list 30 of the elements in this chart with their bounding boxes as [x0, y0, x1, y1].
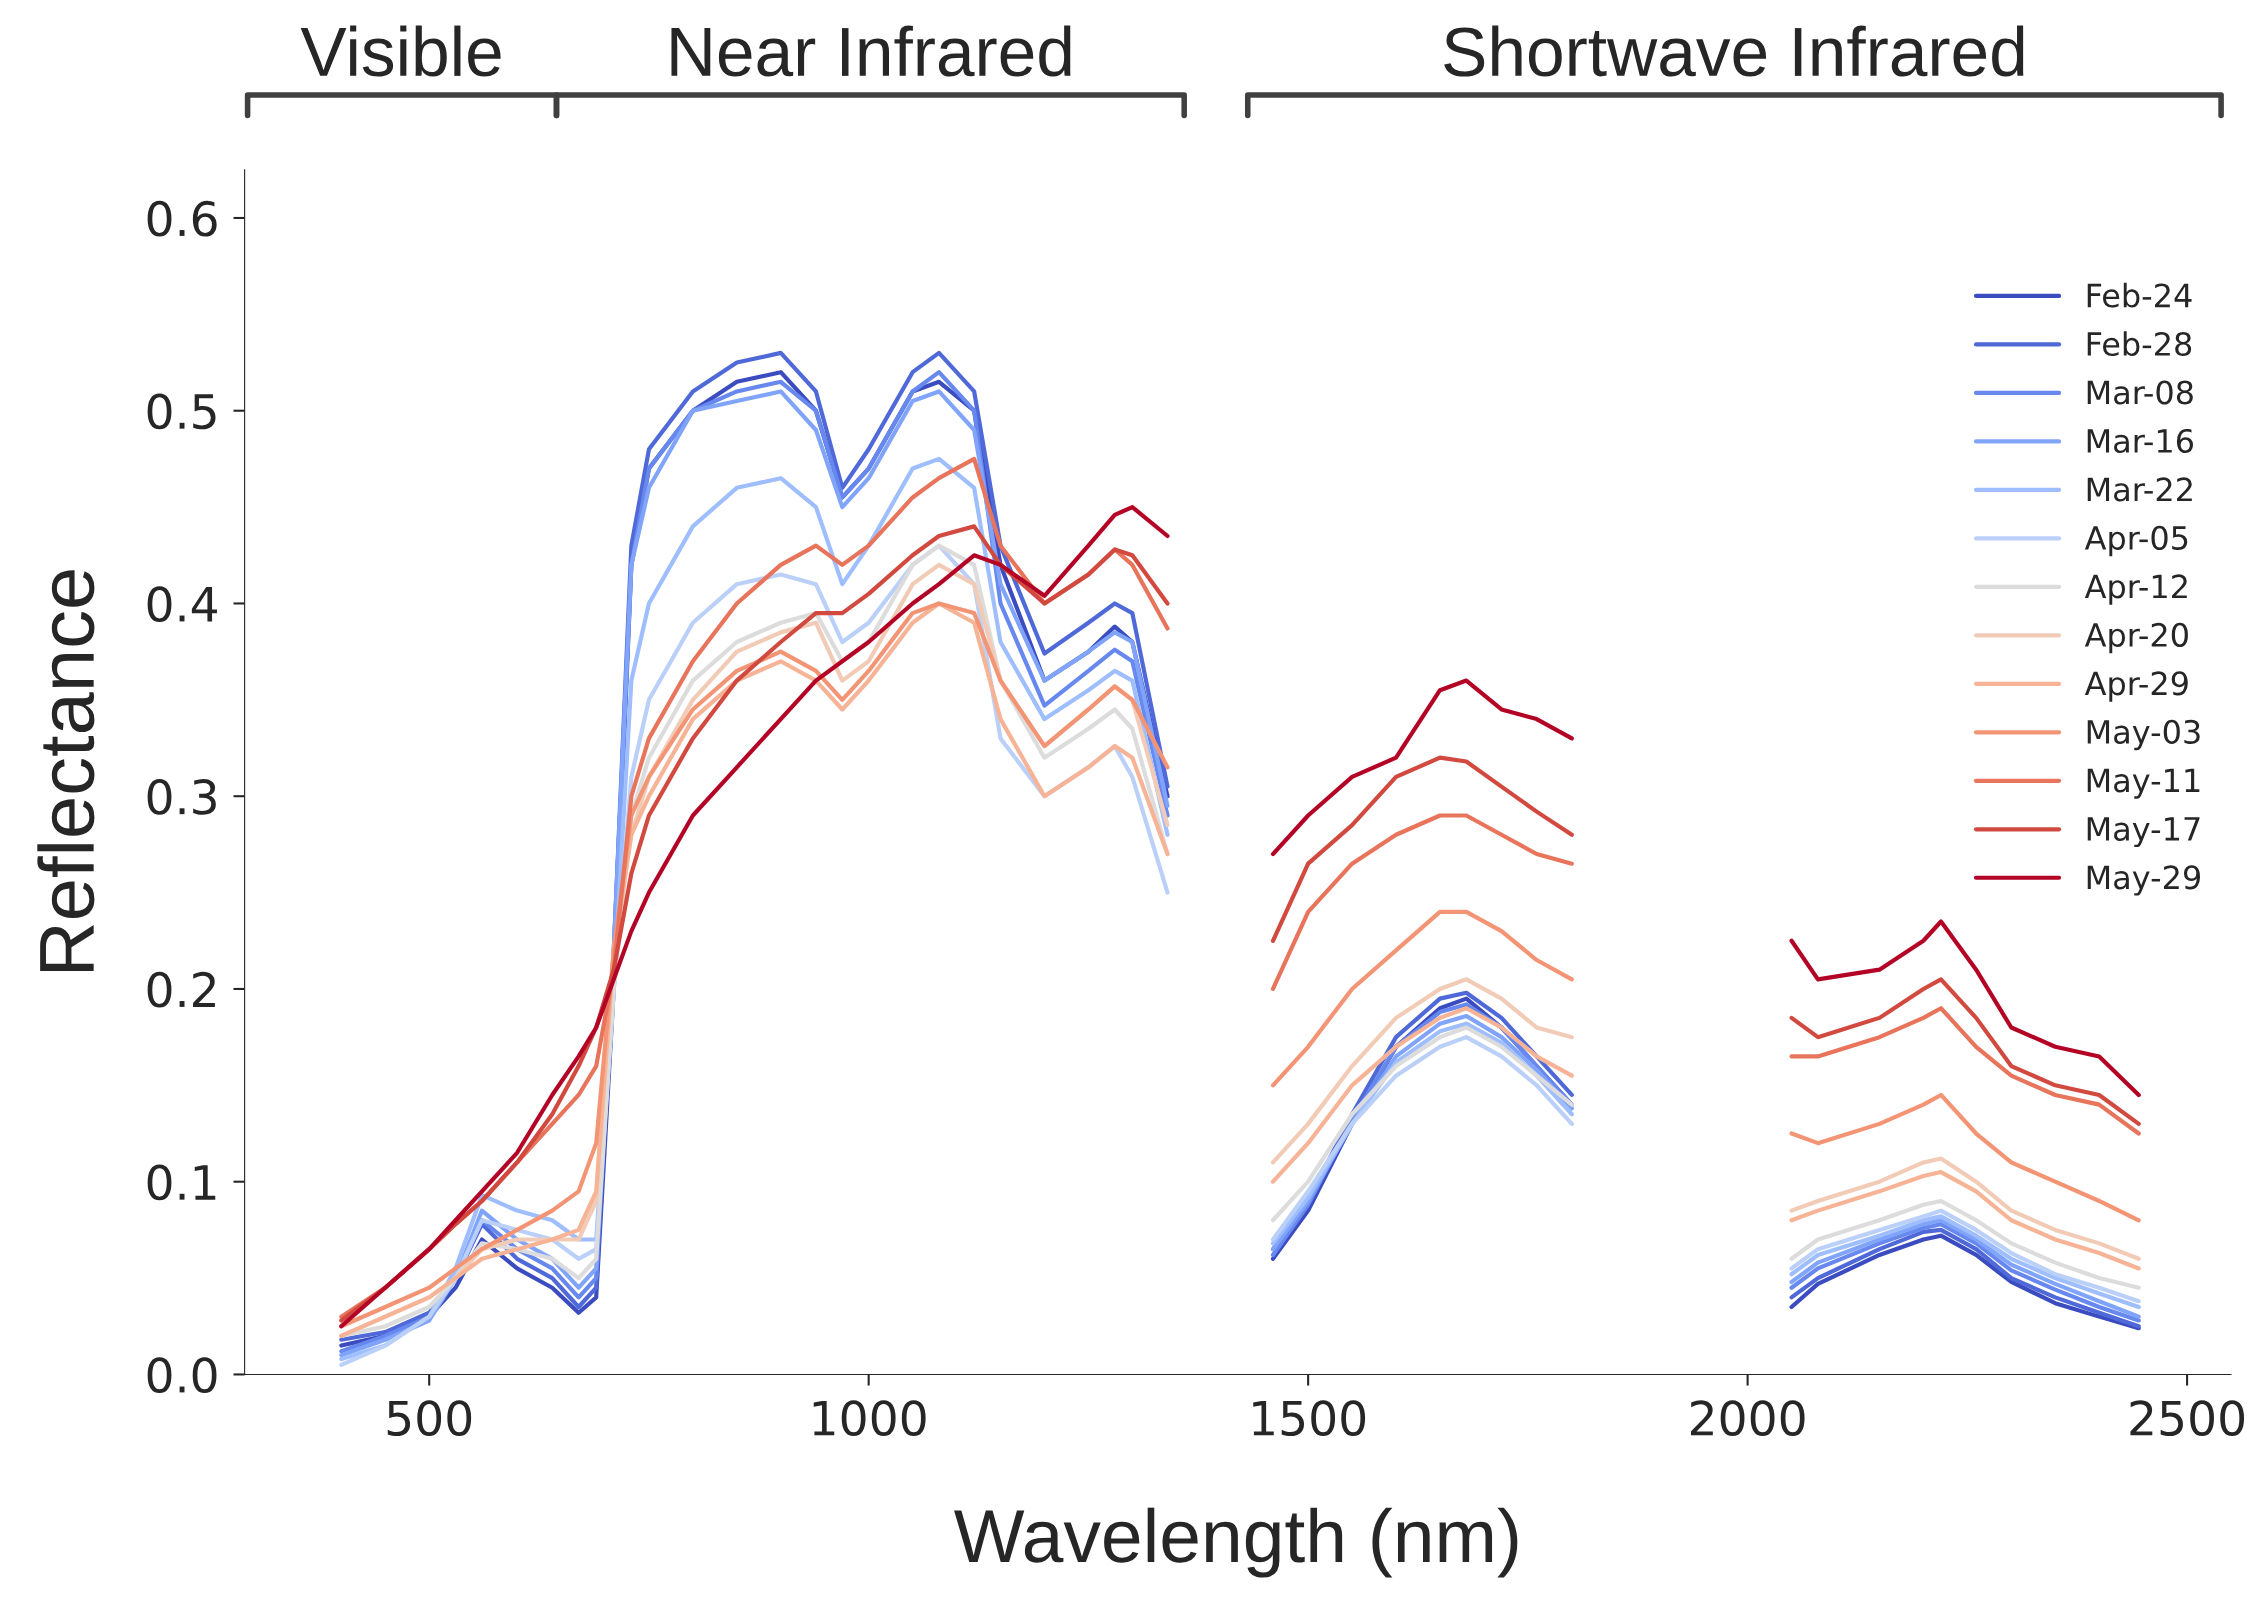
- text: Visible: [300, 25, 501, 77]
- x-tick-label: 2500: [2130, 1400, 2245, 1436]
- legend-label: Apr-05: [2084, 525, 2188, 557]
- legend-label: Feb-28: [2087, 331, 2192, 357]
- x-tick-label: 1500: [1253, 1400, 1366, 1436]
- x-tick-label: 1000: [813, 1400, 926, 1436]
- y-tick-label: 0.2: [147, 971, 215, 1008]
- x-axis-title: Wavelength (nm): [954, 1507, 1518, 1578]
- text: Near Infrared: [671, 25, 1071, 77]
- legend-label: Apr-29: [2084, 671, 2188, 702]
- y-tick-label: 0.5: [147, 393, 216, 430]
- legend-label: May-29: [2087, 865, 2201, 896]
- y-axis-title: Reflectance: [37, 570, 95, 972]
- legend-label: May-03: [2087, 719, 2200, 751]
- y-tick-label: 0.6: [147, 200, 217, 237]
- y-tick-label: 0.4: [147, 586, 217, 623]
- y-tick-label: 0.1: [147, 1164, 216, 1201]
- legend-label: Feb-24: [2087, 282, 2192, 308]
- legend-label: Apr-20: [2084, 622, 2188, 654]
- legend-label: Mar-16: [2087, 428, 2194, 454]
- legend-label: Apr-12: [2084, 574, 2187, 605]
- legend-label: May-11: [2087, 768, 2200, 799]
- y-tick-label: 0.0: [147, 1357, 217, 1394]
- x-tick-label: 500: [387, 1400, 472, 1436]
- legend-label: Mar-22: [2087, 477, 2192, 502]
- text: Shortwave Infrared: [1444, 25, 2024, 77]
- legend-label: Mar-08: [2087, 380, 2193, 405]
- y-tick-label: 0.3: [147, 779, 216, 815]
- x-tick-label: 2000: [1690, 1400, 1805, 1436]
- legend-label: May-17: [2087, 817, 2200, 848]
